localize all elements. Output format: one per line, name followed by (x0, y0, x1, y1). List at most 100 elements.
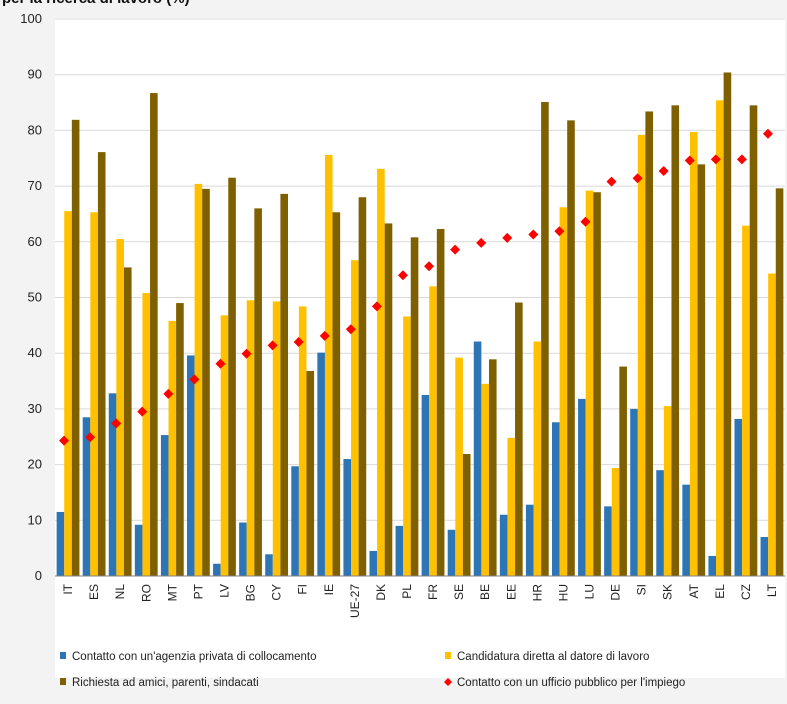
legend-swatch (445, 652, 451, 659)
x-tick-label: CZ (739, 584, 753, 600)
marker-at (684, 155, 695, 166)
legend-swatch (444, 678, 452, 686)
legend-label: Contatto con un'agenzia privata di collo… (72, 651, 317, 663)
bar-el-series-2 (716, 100, 724, 577)
legend-label: Contatto con un ufficio pubblico per l'i… (457, 677, 685, 689)
marker-fr (424, 261, 435, 272)
bar-fr-series-1 (421, 394, 430, 576)
marker-ue-27 (345, 324, 356, 335)
y-axis-tick-labels: 0 10 20 30 40 50 60 70 80 90 100 (20, 11, 42, 583)
bar-lt-series-1 (760, 537, 769, 576)
bar-se-series-1 (447, 529, 456, 576)
x-tick-label: SE (452, 584, 466, 600)
bar-cz-series-1 (734, 418, 743, 576)
legend-label: Candidatura diretta al datore di lavoro (457, 651, 649, 663)
marker-lt (762, 128, 773, 139)
bar-cy-series-3 (280, 193, 289, 576)
bar-pt-series-3 (202, 188, 210, 576)
x-axis-tick-labels: IT ES NL RO MT PT LV BG CY FI IE UE-27 DK PL FR SE BE EE H… (61, 583, 779, 618)
marker-be (476, 237, 487, 248)
bar-de-series-1 (604, 506, 612, 576)
bar-es-series-1 (82, 417, 91, 576)
bar-hr-series-2 (533, 341, 542, 576)
x-tick-label: HR (530, 584, 544, 602)
bar-dk-series-3 (384, 223, 393, 576)
y-tick-label: 100 (20, 11, 42, 26)
bar-it-series-1 (56, 511, 65, 576)
x-tick-label: BE (478, 584, 492, 600)
bar-fr-series-3 (436, 228, 445, 576)
marker-el (710, 154, 721, 165)
legend-swatch (60, 652, 66, 659)
x-tick-label: LT (765, 583, 779, 597)
bar-at-series-1 (682, 484, 690, 576)
bar-si-series-1 (630, 408, 638, 576)
bar-at-series-2 (689, 132, 698, 577)
bar-lv-series-1 (213, 563, 221, 576)
bar-ue-27-series-3 (358, 197, 367, 577)
bar-pt-series-1 (186, 355, 195, 576)
x-tick-label: BG (244, 584, 258, 601)
bar-hu-series-2 (559, 207, 568, 577)
x-tick-label: IE (322, 584, 336, 595)
bar-nl-series-3 (123, 267, 132, 576)
marker-lv (215, 358, 226, 369)
bar-fi-series-3 (306, 371, 315, 576)
x-tick-label: FI (296, 584, 310, 595)
bar-de-series-2 (611, 467, 620, 576)
marker-ie (319, 330, 330, 341)
bar-mt-series-3 (176, 303, 184, 576)
bar-es-series-2 (90, 212, 98, 577)
y-tick-label: 60 (28, 234, 42, 249)
bar-sk-series-1 (656, 470, 664, 576)
bar-cy-series-2 (272, 301, 281, 576)
bar-ee-series-3 (515, 302, 523, 576)
y-tick-label: 30 (28, 401, 42, 416)
x-tick-label: DK (374, 584, 388, 601)
marker-de (606, 176, 617, 187)
bar-mt-series-1 (160, 435, 169, 576)
bar-be-series-2 (481, 383, 489, 576)
x-tick-label: EE (504, 584, 518, 600)
marker-se (450, 244, 461, 255)
bar-it-series-2 (64, 211, 72, 577)
bar-be-series-3 (488, 359, 497, 576)
bar-nl-series-2 (116, 239, 124, 576)
marker-dk (371, 301, 382, 312)
bar-se-series-2 (455, 357, 463, 576)
bar-lu-series-1 (578, 398, 586, 576)
marker-cz (736, 154, 747, 165)
bar-pl-series-1 (395, 525, 404, 576)
x-tick-label: DE (609, 584, 623, 601)
x-tick-label: LU (582, 584, 596, 599)
bar-fi-series-1 (291, 466, 299, 576)
marker-ro (137, 406, 148, 417)
marker-nl (111, 418, 122, 429)
bar-at-series-3 (697, 164, 706, 576)
x-tick-label: UE-27 (348, 584, 362, 618)
bar-ie-series-2 (324, 154, 333, 576)
bar-lt-series-3 (775, 188, 784, 576)
marker-pt (189, 374, 200, 385)
y-tick-label: 80 (28, 122, 42, 137)
bar-ee-series-1 (499, 514, 508, 576)
bar-dk-series-1 (369, 550, 378, 576)
bar-el-series-3 (723, 72, 732, 577)
marker-mt (163, 388, 174, 399)
bar-hu-series-1 (551, 422, 560, 576)
bar-fr-series-2 (429, 286, 437, 576)
bar-hr-series-1 (525, 504, 534, 576)
legend-label: Richiesta ad amici, parenti, sindacati (72, 677, 259, 689)
bar-bg-series-1 (239, 522, 247, 576)
bar-ue-27-series-2 (351, 260, 359, 576)
bar-it-series-3 (71, 119, 80, 576)
y-tick-label: 70 (28, 178, 42, 193)
bar-hr-series-3 (541, 101, 549, 577)
marker-es (85, 432, 96, 443)
marker-cy (267, 340, 278, 351)
bar-pl-series-2 (403, 316, 411, 576)
bar-nl-series-1 (108, 393, 117, 576)
x-tick-label: CY (270, 584, 284, 601)
x-tick-label: SK (661, 584, 675, 600)
